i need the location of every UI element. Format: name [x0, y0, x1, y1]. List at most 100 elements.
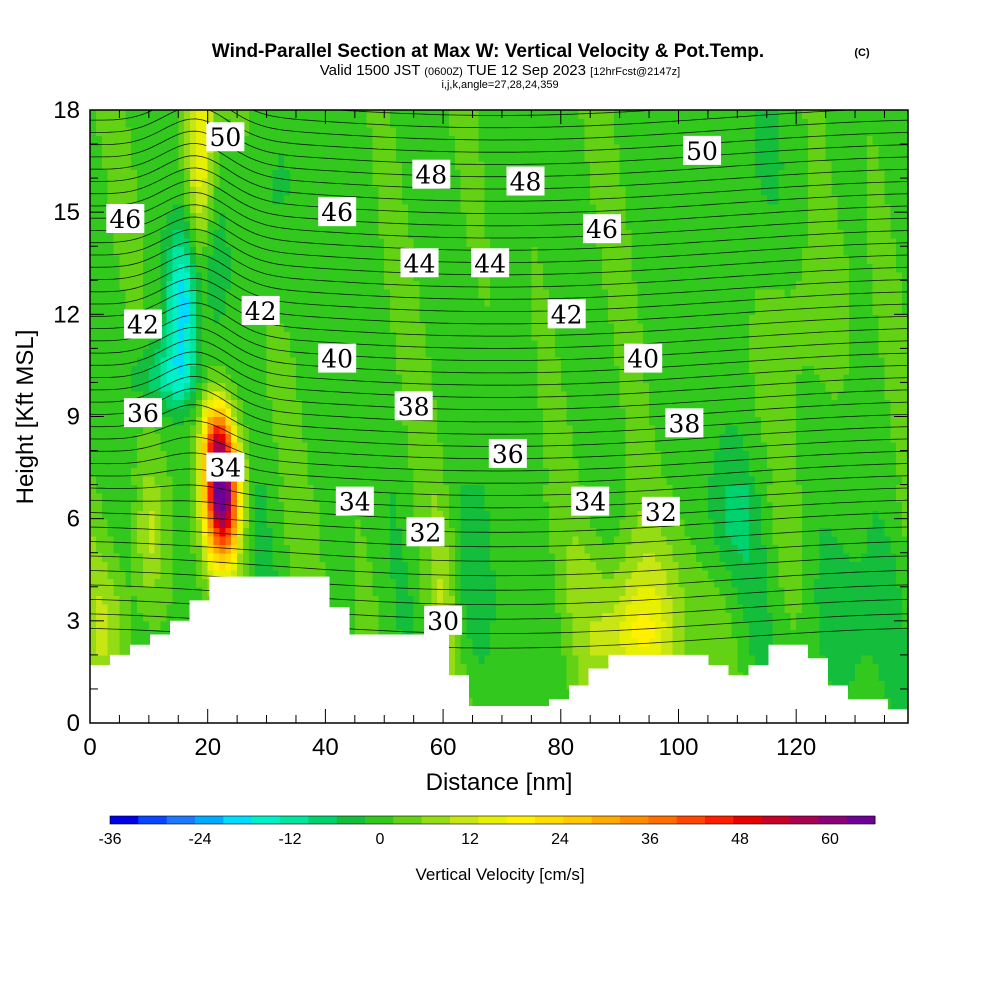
velocity-cell — [419, 450, 427, 460]
velocity-cell — [325, 442, 332, 452]
velocity-cell — [172, 442, 179, 452]
velocity-cell — [354, 280, 362, 290]
velocity-cell — [95, 203, 103, 213]
velocity-cell — [142, 476, 150, 486]
velocity-cell — [407, 493, 415, 503]
velocity-cell — [272, 382, 279, 392]
velocity-cell — [95, 331, 103, 341]
velocity-cell — [443, 467, 450, 477]
velocity-cell — [484, 220, 491, 230]
velocity-cell — [366, 629, 374, 639]
velocity-cell — [372, 501, 379, 511]
velocity-cell — [431, 373, 438, 384]
velocity-cell — [101, 382, 109, 392]
velocity-cell — [360, 390, 368, 401]
velocity-cell — [272, 212, 279, 222]
velocity-cell — [472, 152, 480, 162]
velocity-cell — [113, 135, 121, 145]
velocity-cell — [201, 305, 209, 315]
velocity-cell — [401, 467, 409, 477]
velocity-cell — [343, 322, 350, 332]
velocity-cell — [119, 544, 126, 554]
velocity-cell — [290, 152, 297, 162]
velocity-cell — [378, 280, 385, 290]
velocity-cell — [213, 569, 221, 579]
velocity-cell — [454, 646, 462, 656]
velocity-cell — [101, 331, 109, 341]
velocity-cell — [466, 161, 474, 171]
velocity-cell — [142, 612, 150, 622]
velocity-cell — [190, 263, 197, 273]
velocity-cell — [190, 586, 197, 596]
velocity-cell — [307, 373, 315, 384]
velocity-cell — [201, 407, 209, 418]
velocity-cell — [419, 459, 427, 469]
velocity-cell — [248, 331, 256, 341]
velocity-cell — [295, 493, 303, 503]
velocity-cell — [413, 484, 421, 494]
velocity-cell — [360, 254, 368, 264]
velocity-cell — [454, 484, 462, 494]
velocity-cell — [366, 118, 374, 128]
velocity-cell — [443, 152, 450, 162]
velocity-cell — [95, 365, 103, 375]
velocity-cell — [166, 595, 173, 605]
velocity-cell — [472, 110, 480, 120]
velocity-cell — [266, 339, 274, 349]
velocity-cell — [195, 373, 203, 384]
velocity-cell — [396, 569, 403, 579]
velocity-cell — [407, 331, 415, 341]
velocity-cell — [478, 314, 485, 324]
velocity-cell — [178, 280, 185, 290]
velocity-cell — [225, 390, 232, 401]
velocity-cell — [431, 118, 438, 128]
velocity-cell — [454, 493, 462, 503]
velocity-cell — [337, 390, 344, 401]
velocity-cell — [372, 169, 379, 179]
velocity-cell — [125, 110, 132, 120]
velocity-cell — [266, 493, 274, 503]
velocity-cell — [125, 535, 132, 545]
velocity-cell — [378, 450, 385, 460]
velocity-cell — [137, 450, 144, 460]
velocity-cell — [472, 459, 480, 469]
velocity-cell — [166, 339, 173, 349]
velocity-cell — [454, 407, 462, 418]
velocity-cell — [354, 450, 362, 460]
velocity-cell — [190, 297, 197, 307]
velocity-cell — [413, 373, 421, 384]
velocity-cell — [90, 390, 97, 401]
velocity-cell — [248, 442, 256, 452]
velocity-cell — [190, 365, 197, 375]
velocity-cell — [90, 416, 97, 426]
velocity-cell — [172, 603, 179, 613]
velocity-cell — [125, 586, 132, 596]
velocity-cell — [178, 169, 185, 179]
velocity-cell — [178, 501, 185, 511]
velocity-cell — [331, 237, 338, 247]
velocity-cell — [219, 339, 226, 349]
velocity-cell — [131, 135, 138, 145]
velocity-cell — [248, 527, 256, 537]
velocity-cell — [319, 561, 326, 571]
velocity-cell — [201, 390, 209, 401]
velocity-cell — [148, 127, 156, 137]
velocity-cell — [254, 339, 262, 349]
velocity-cell — [237, 382, 244, 392]
velocity-cell — [454, 561, 462, 571]
velocity-cell — [396, 144, 403, 154]
velocity-cell — [131, 229, 138, 239]
velocity-cell — [419, 237, 427, 247]
velocity-cell — [260, 110, 268, 120]
velocity-cell — [425, 467, 432, 477]
velocity-cell — [243, 425, 250, 435]
velocity-cell — [237, 152, 244, 162]
velocity-cell — [401, 135, 409, 145]
velocity-cell — [484, 552, 491, 562]
velocity-cell — [95, 637, 103, 647]
velocity-cell — [390, 425, 397, 435]
velocity-cell — [172, 135, 179, 145]
velocity-cell — [343, 416, 350, 426]
velocity-cell — [219, 322, 226, 332]
velocity-cell — [366, 161, 374, 171]
